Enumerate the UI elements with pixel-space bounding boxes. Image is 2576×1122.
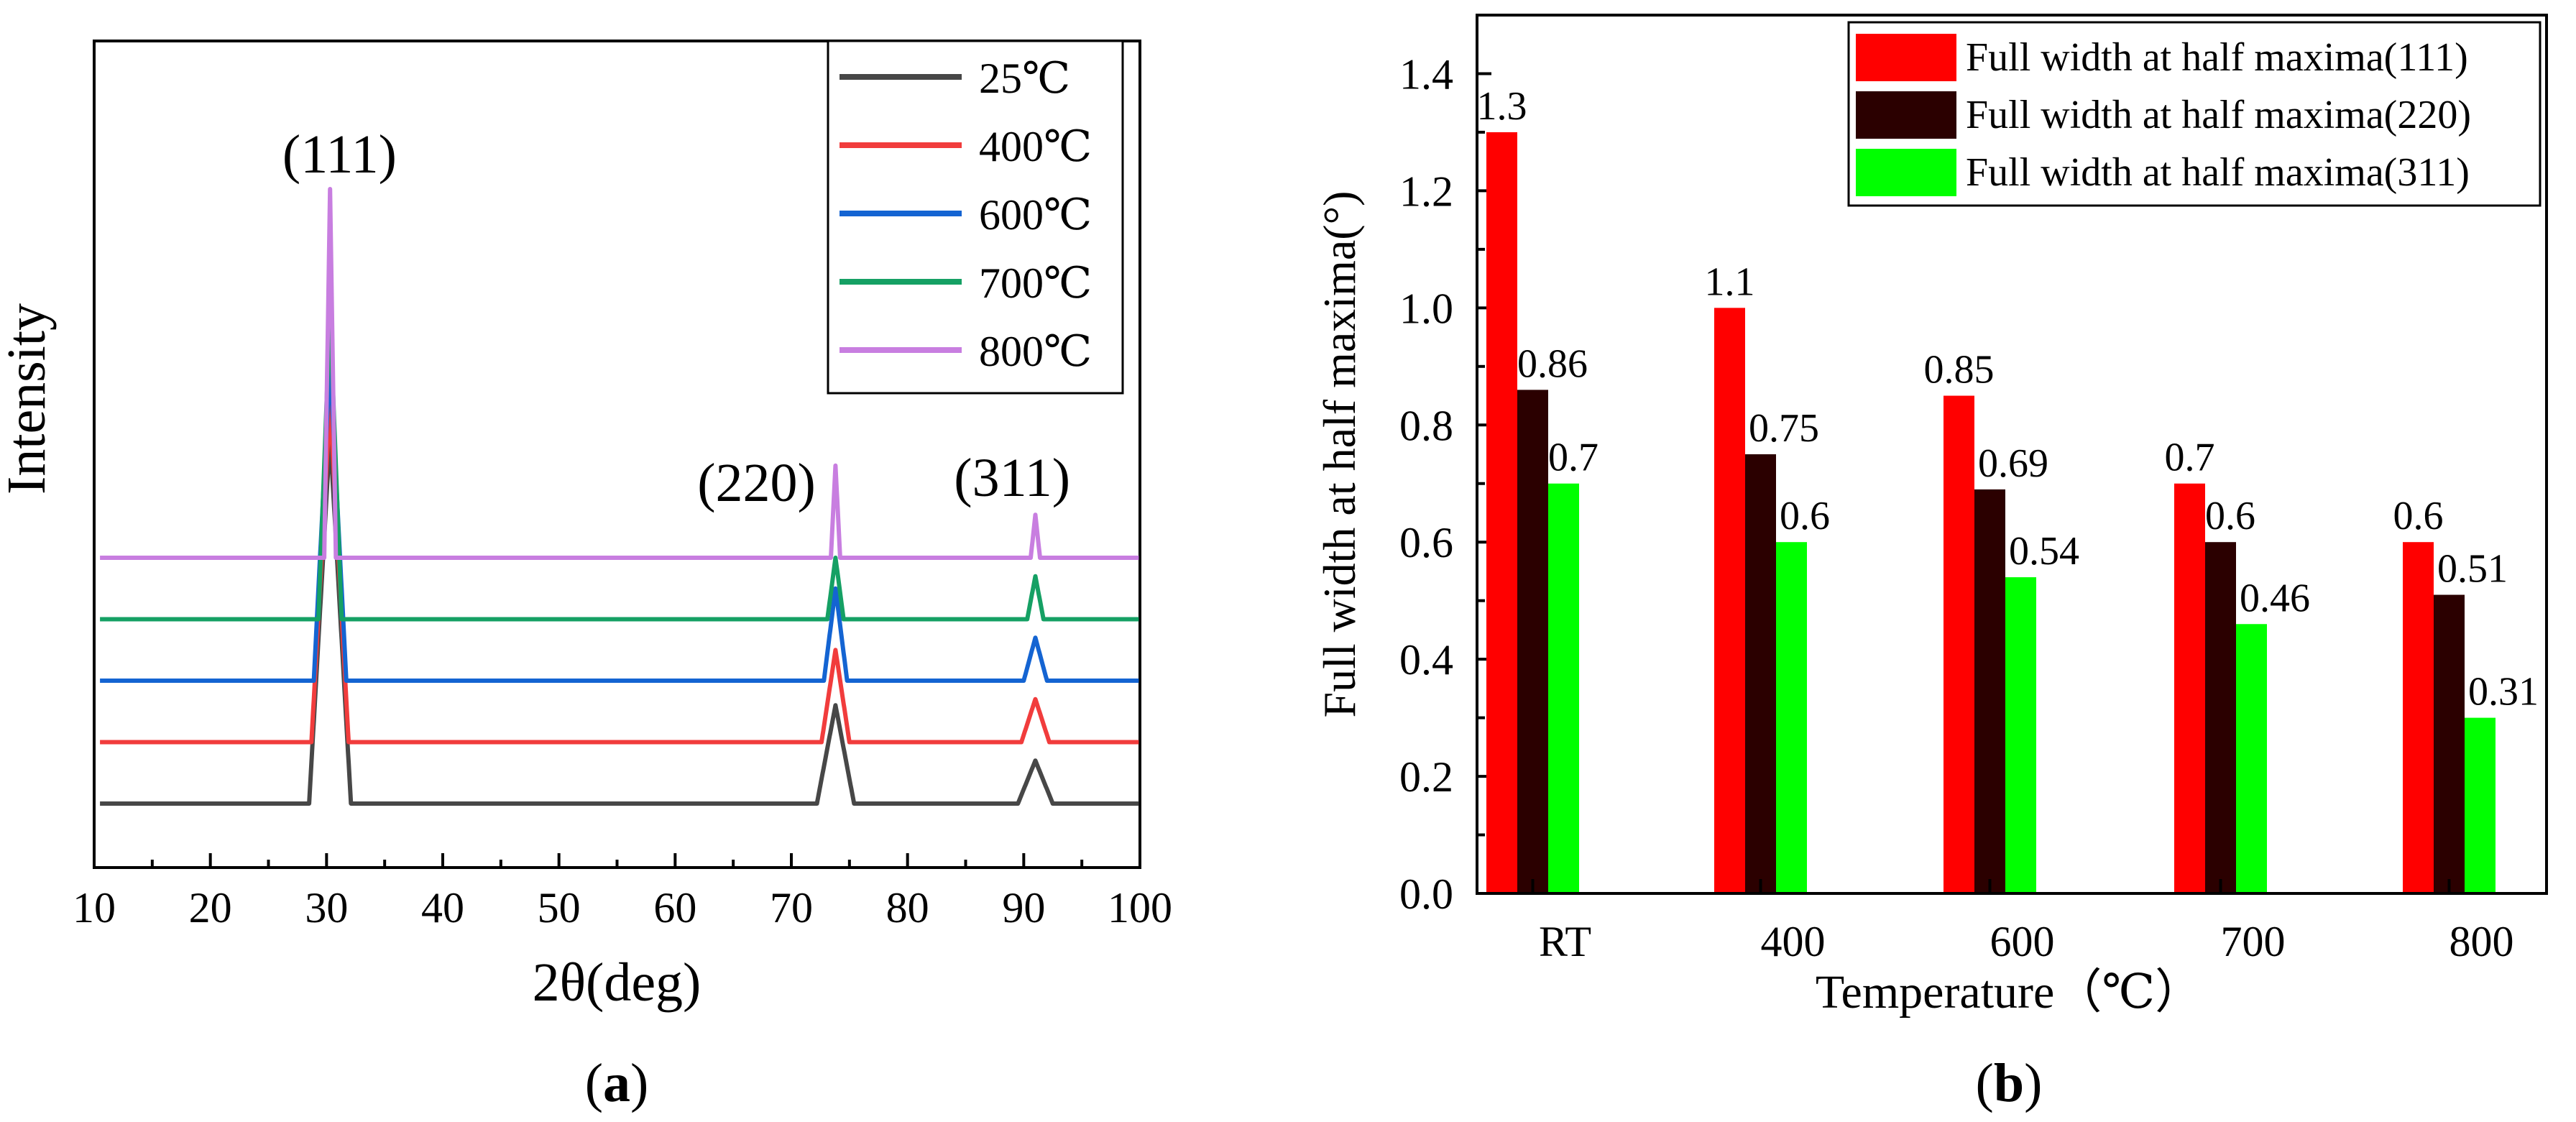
peak-label: (220) — [697, 453, 816, 513]
bar-700-3 — [2236, 624, 2267, 893]
legend-swatch — [1856, 91, 1956, 139]
bar-400-1 — [1714, 308, 1745, 893]
panel-a-label-letter: a — [603, 1053, 630, 1113]
x-tick-label: 30 — [305, 884, 348, 932]
panel-b-label-open: ( — [1976, 1053, 1994, 1113]
y-tick-label: 0.6 — [1399, 519, 1453, 566]
peak-label: (311) — [954, 448, 1070, 508]
bar-400-3 — [1776, 542, 1807, 893]
bar-700-1 — [2174, 483, 2205, 893]
series-line-25 — [98, 433, 1141, 806]
bar-value-label: 0.7 — [1548, 436, 1598, 480]
legend-label: 25℃ — [979, 55, 1070, 102]
bar-rt-2 — [1517, 390, 1548, 893]
x-tick-label: 10 — [73, 884, 116, 932]
x-tick-label: 700 — [2221, 918, 2286, 965]
bar-800-1 — [2403, 542, 2434, 893]
y-tick-label: 0.0 — [1399, 870, 1453, 918]
bar-rt-3 — [1548, 483, 1579, 893]
bar-rt-1 — [1486, 132, 1517, 893]
bar-600-1 — [1944, 395, 1974, 893]
x-tick-label: 40 — [421, 884, 464, 932]
bar-value-label: 0.75 — [1749, 406, 1819, 451]
x-tick-label: 600 — [1990, 918, 2055, 965]
series-line-700 — [98, 310, 1141, 622]
x-tick-label: 80 — [886, 884, 929, 932]
panel-b-y-axis-title: Full width at half maxima(°) — [1314, 191, 1365, 718]
panel-b-label-close: ) — [2024, 1053, 2042, 1113]
x-tick-label: 60 — [653, 884, 696, 932]
x-tick-label: 70 — [770, 884, 813, 932]
legend-label: 800℃ — [979, 328, 1092, 375]
x-tick-label: 50 — [538, 884, 581, 932]
bar-value-label: 0.51 — [2437, 547, 2508, 592]
legend-swatch — [1856, 149, 1956, 196]
y-tick-label: 0.4 — [1399, 636, 1453, 684]
bar-800-2 — [2434, 594, 2465, 893]
bar-value-label: 0.6 — [1780, 494, 1830, 538]
panel-b-label-letter: b — [1994, 1053, 2024, 1113]
series-line-600 — [98, 359, 1141, 683]
bar-value-label: 0.6 — [2205, 494, 2255, 538]
y-tick-label: 1.2 — [1399, 167, 1453, 215]
bar-600-2 — [1974, 489, 2005, 893]
panel-b-legend-box — [1847, 21, 2542, 207]
panel-a-legend-box — [827, 40, 1124, 395]
bar-600-3 — [2005, 577, 2036, 893]
bar-value-label: 0.6 — [2393, 494, 2444, 538]
bar-value-label: 0.85 — [1924, 348, 1995, 392]
panel-a-label: (a) — [585, 1053, 649, 1113]
y-tick-label: 1.4 — [1399, 50, 1453, 98]
bar-700-2 — [2205, 542, 2236, 893]
y-tick-label: 1.0 — [1399, 285, 1453, 332]
bar-value-label: 1.1 — [1705, 259, 1755, 304]
bar-400-2 — [1745, 454, 1776, 893]
series-line-800 — [98, 187, 1141, 560]
panel-b-x-axis-title: Temperature（℃） — [1816, 966, 2202, 1018]
peak-label: (111) — [282, 124, 397, 185]
legend-label: 700℃ — [979, 259, 1092, 307]
panel-a-y-axis-title: Intensity — [0, 303, 57, 495]
bar-value-label: 0.54 — [2009, 529, 2079, 574]
bar-value-label: 0.7 — [2165, 436, 2215, 480]
legend-label: 600℃ — [979, 191, 1092, 239]
panel-b-label: (b) — [1976, 1053, 2043, 1113]
panel-b-x-ticks: RT 400 600 700 800 — [1531, 879, 2514, 965]
panel-a-label-open: ( — [585, 1053, 603, 1113]
panel-a-x-axis-title: 2θ(deg) — [533, 952, 702, 1013]
bar-value-label: 0.31 — [2468, 670, 2539, 714]
x-tick-label: 400 — [1761, 918, 1826, 965]
panel-b-plot-frame — [1476, 14, 2548, 895]
panel-b-data-labels: 1.3 0.86 0.7 1.1 0.75 0.6 0.85 0.69 0.54 0.7 0.6 0.… — [1477, 84, 2539, 714]
y-tick-label: 0.2 — [1399, 753, 1453, 801]
legend-label: Full width at half maxima(311) — [1966, 150, 2470, 195]
panel-a-xrd-chart: 10 20 30 40 50 60 70 80 90 100 (111) (220) (311) In… — [0, 40, 1172, 1113]
panel-a-series-lines — [98, 187, 1141, 806]
bar-value-label: 0.46 — [2240, 576, 2310, 620]
legend-label: Full width at half maxima(220) — [1966, 93, 2471, 137]
panel-b-legend: Full width at half maxima(111) Full width… — [1847, 21, 2542, 207]
bar-value-label: 1.3 — [1477, 84, 1527, 129]
panel-a-label-close: ) — [630, 1053, 648, 1113]
x-tick-label: RT — [1539, 918, 1591, 965]
panel-a-legend: 25℃ 400℃ 600℃ 700℃ 800℃ — [827, 40, 1124, 395]
panel-b-fwhm-chart: 0.0 0.2 0.4 0.6 0.8 1.0 1.2 1.4 1.3 0.86 0.7 1.1 0.… — [1314, 14, 2548, 1113]
x-tick-label: 100 — [1108, 884, 1172, 932]
bar-800-3 — [2465, 717, 2496, 893]
panel-a-x-ticks: 10 20 30 40 50 60 70 80 90 100 — [73, 853, 1172, 932]
x-tick-label: 20 — [189, 884, 232, 932]
panel-b-bars — [1486, 132, 2496, 893]
legend-swatch — [1856, 34, 1956, 81]
x-tick-label: 800 — [2450, 918, 2514, 965]
legend-label: Full width at half maxima(111) — [1966, 35, 2468, 80]
x-tick-label: 90 — [1002, 884, 1045, 932]
series-line-400 — [98, 402, 1141, 745]
y-tick-label: 0.8 — [1399, 402, 1453, 449]
panel-a-peak-labels: (111) (220) (311) — [282, 124, 1070, 513]
legend-label: 400℃ — [979, 123, 1092, 170]
bar-value-label: 0.69 — [1978, 441, 2048, 486]
bar-value-label: 0.86 — [1517, 341, 1588, 386]
